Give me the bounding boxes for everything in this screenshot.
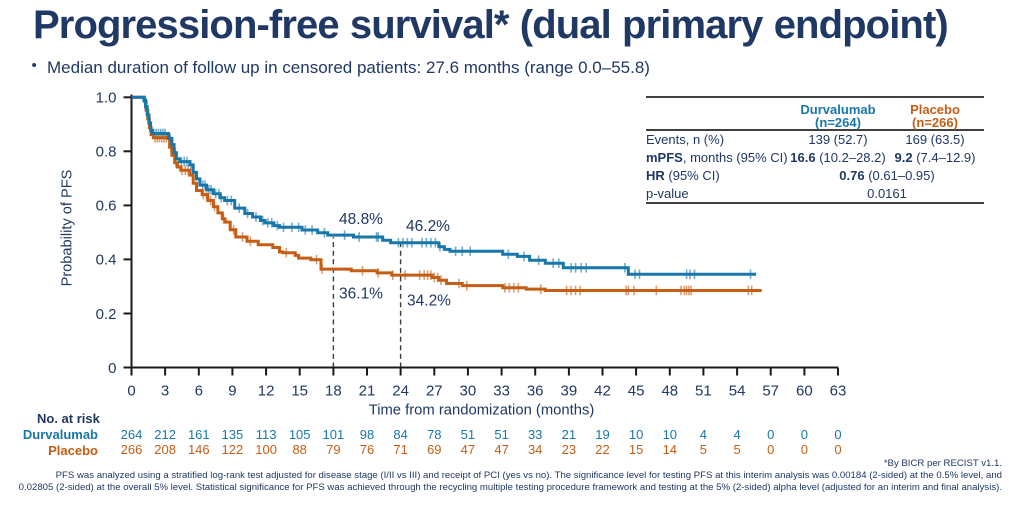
svg-text:12: 12 — [258, 383, 275, 400]
svg-text:36: 36 — [527, 383, 544, 400]
svg-text:0: 0 — [127, 383, 135, 400]
svg-text:33: 33 — [493, 383, 510, 400]
svg-text:39: 39 — [561, 383, 578, 400]
svg-text:48.8%: 48.8% — [339, 211, 383, 228]
svg-text:63: 63 — [830, 383, 847, 400]
svg-text:15: 15 — [291, 383, 308, 400]
svg-text:57: 57 — [762, 383, 779, 400]
svg-text:24: 24 — [392, 383, 409, 400]
svg-text:0: 0 — [108, 360, 116, 377]
svg-text:3: 3 — [161, 383, 169, 400]
svg-text:54: 54 — [729, 383, 746, 400]
svg-text:9: 9 — [228, 383, 236, 400]
svg-text:45: 45 — [628, 383, 645, 400]
svg-text:Time from randomization (month: Time from randomization (months) — [369, 403, 595, 419]
svg-text:6: 6 — [195, 383, 203, 400]
svg-text:0.6: 0.6 — [96, 198, 117, 215]
svg-text:0.8: 0.8 — [96, 144, 117, 161]
svg-text:30: 30 — [460, 383, 477, 400]
svg-text:Probability of PFS: Probability of PFS — [60, 169, 76, 286]
svg-text:51: 51 — [695, 383, 712, 400]
svg-text:36.1%: 36.1% — [339, 286, 383, 303]
svg-text:46.2%: 46.2% — [406, 218, 450, 235]
svg-text:0.4: 0.4 — [96, 252, 117, 269]
svg-text:42: 42 — [594, 383, 611, 400]
svg-text:48: 48 — [661, 383, 678, 400]
svg-text:1.0: 1.0 — [96, 90, 117, 107]
svg-text:34.2%: 34.2% — [407, 293, 451, 310]
svg-text:21: 21 — [359, 383, 376, 400]
svg-text:27: 27 — [426, 383, 443, 400]
svg-text:18: 18 — [325, 383, 342, 400]
svg-text:60: 60 — [796, 383, 813, 400]
svg-text:0.2: 0.2 — [96, 306, 117, 323]
